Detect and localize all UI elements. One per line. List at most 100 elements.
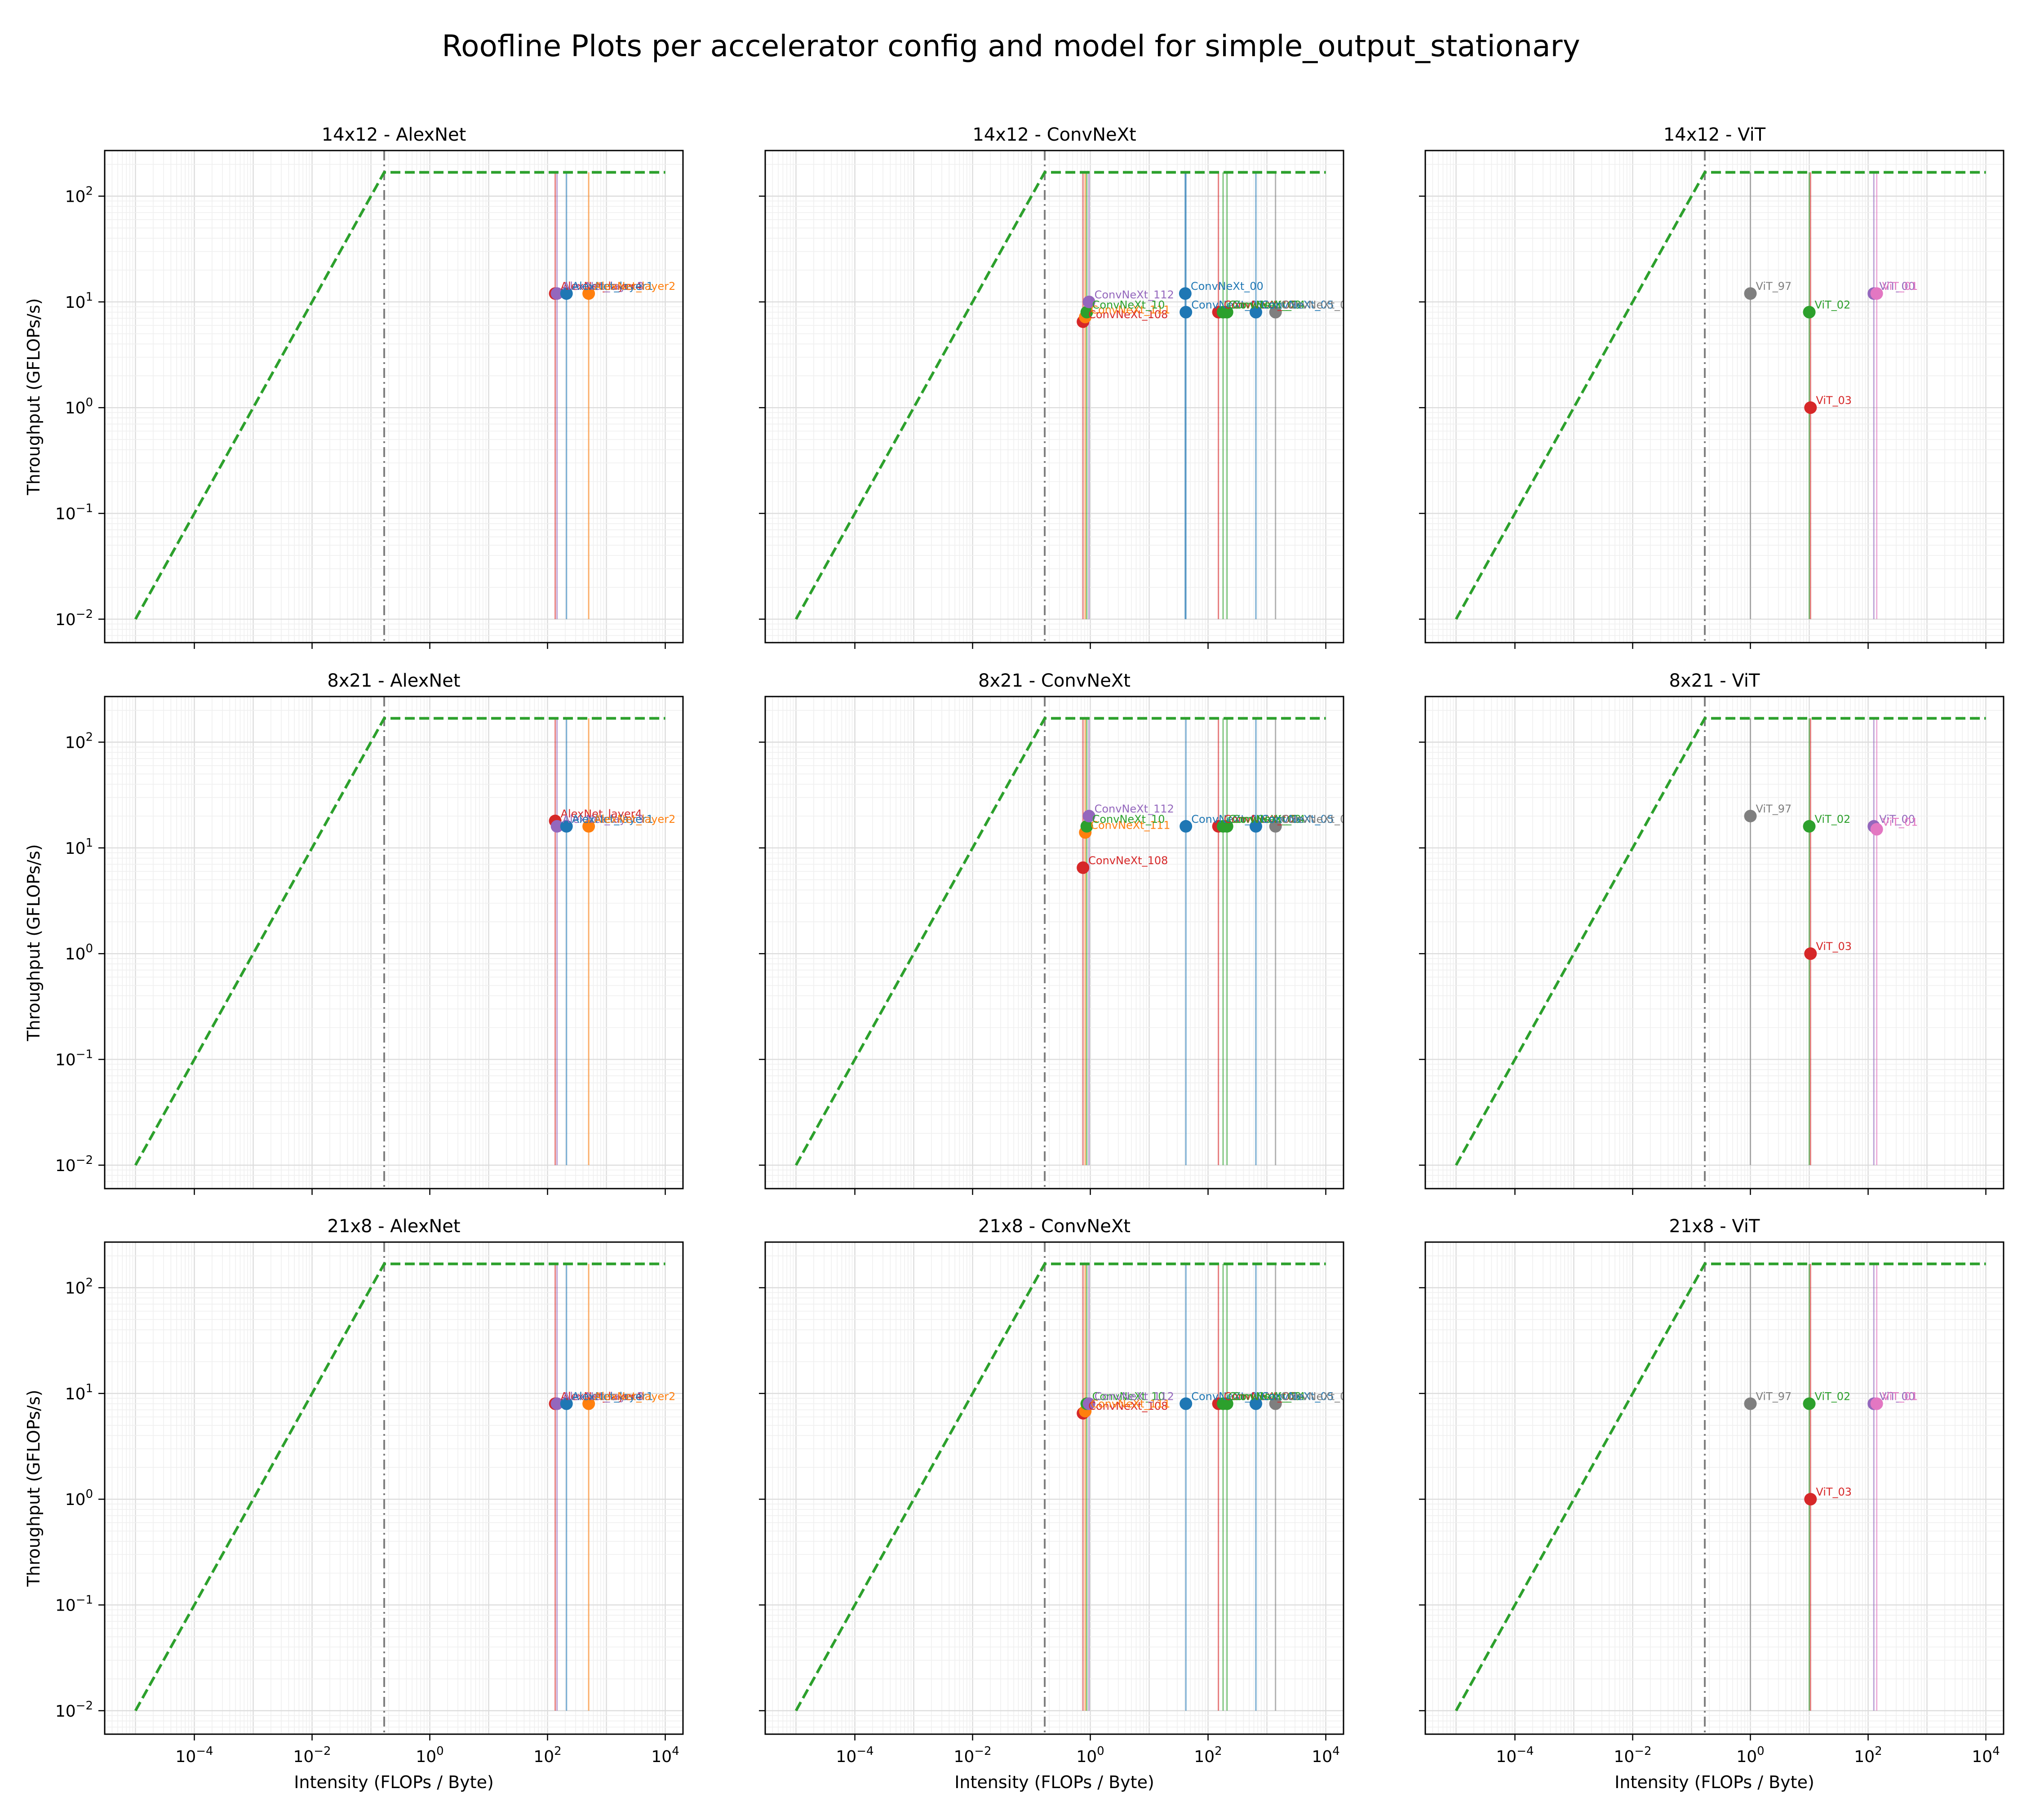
x-tick-label: 100 (1736, 1745, 1764, 1766)
axes-frame (764, 696, 1344, 1190)
data-point (1180, 306, 1193, 319)
data-point (1804, 947, 1817, 960)
plot-area: ConvNeXt_108ConvNeXt_111ConvNeXt_10ConvN… (794, 1242, 1344, 1734)
point-label: ConvNeXt_111 (1091, 303, 1170, 316)
figure-title: Roofline Plots per accelerator config an… (442, 29, 1580, 63)
subplot-title: 8x21 - ViT (1669, 670, 1760, 691)
point-label: ConvNeXt_04 (1233, 299, 1305, 311)
subplot-4: AlexNet_layer4AlexNet_layer3AlexNet_laye… (24, 670, 684, 1195)
data-point (1180, 1397, 1193, 1410)
point-label: ConvNeXt_02 (1224, 813, 1297, 826)
roofline (134, 1262, 665, 1712)
grid (105, 1242, 683, 1734)
point-label: ConvNeXt_05 (1261, 1390, 1334, 1403)
data-point (1269, 1397, 1282, 1410)
y-tick-label: 10−1 (55, 502, 93, 523)
plot-area: ConvNeXt_108ConvNeXt_111ConvNeXt_10ConvN… (794, 697, 1344, 1189)
data-point (1220, 820, 1233, 833)
subplot-title: 14x12 - ViT (1663, 124, 1766, 145)
data-point (1180, 820, 1193, 833)
point-label: ConvNeXt_108 (1088, 308, 1168, 321)
point-label: ConvNeXt_108 (1088, 854, 1168, 867)
data-point (1250, 306, 1263, 319)
plot-area: AlexNet_layer4AlexNet_layer3AlexNet_laye… (134, 697, 675, 1189)
roofline (134, 171, 665, 620)
point-label: ViT_03 (1816, 1486, 1852, 1498)
grid (1425, 151, 2004, 643)
roofline (134, 717, 665, 1166)
x-axis-label: Intensity (FLOPs / Byte) (954, 1772, 1154, 1792)
point-label: AlexNet_layer2 (594, 813, 675, 826)
point-label: ViT_00 (1879, 813, 1915, 826)
point-label: ConvNeXt_04 (1233, 1390, 1305, 1403)
roofline (1454, 171, 1986, 620)
data-point (560, 820, 573, 833)
axes-frame (764, 150, 1344, 644)
point-label: ViT_00 (1879, 280, 1915, 293)
subplot-title: 21x8 - ConvNeXt (978, 1216, 1131, 1237)
data-point (1744, 1397, 1757, 1410)
point-label: ConvNeXt_05 (1261, 299, 1334, 311)
point-label: ConvNeXt_03 (1228, 299, 1301, 311)
y-tick-label: 10−2 (55, 1154, 93, 1175)
x-tick-label: 102 (1854, 1745, 1882, 1766)
point-label: ConvNeXt_108 (1088, 1400, 1168, 1412)
y-tick-label: 101 (65, 836, 93, 858)
data-point (1080, 820, 1093, 833)
grid (105, 151, 683, 643)
data-point (1250, 820, 1263, 833)
point-label: AlexNet_layer1 (572, 813, 653, 826)
data-point (1250, 1397, 1263, 1410)
point-label: ConvNeXt_04 (1233, 813, 1305, 826)
y-axis-label: Throughput (GFLOPs/s) (24, 844, 44, 1041)
data-point (1220, 1397, 1233, 1410)
point-label: ConvNeXt_06 (1281, 299, 1354, 311)
roofline (794, 1262, 1326, 1712)
data-point (550, 287, 563, 300)
point-label: ViT_97 (1756, 280, 1792, 293)
axes-frame (1424, 696, 2004, 1190)
plot-area: AlexNet_layer4AlexNet_layer3AlexNet_laye… (134, 151, 675, 643)
data-point (1804, 1493, 1817, 1506)
data-point (1803, 820, 1816, 833)
point-label: ViT_00 (1879, 1390, 1915, 1403)
point-label: ConvNeXt_112 (1095, 1390, 1174, 1403)
axes-frame (1424, 1241, 2004, 1735)
point-label: ViT_02 (1815, 813, 1851, 826)
data-point (582, 287, 595, 300)
data-point (1082, 295, 1095, 308)
axes-frame (104, 150, 684, 644)
subplot-5: ConvNeXt_108ConvNeXt_111ConvNeXt_10ConvN… (759, 670, 1344, 1195)
x-tick-label: 100 (1076, 1745, 1104, 1766)
data-point (560, 1397, 573, 1410)
y-tick-label: 10−1 (55, 1593, 93, 1615)
point-label: ConvNeXt_111 (1091, 1398, 1170, 1410)
y-tick-label: 10−2 (55, 1699, 93, 1721)
y-tick-label: 102 (65, 731, 93, 752)
data-point (550, 1397, 563, 1410)
point-label: ConvNeXt_00 (1191, 813, 1264, 826)
data-point (1870, 1397, 1883, 1410)
roofline (794, 717, 1326, 1166)
point-label: ConvNeXt_112 (1095, 289, 1174, 301)
subplot-1: AlexNet_layer4AlexNet_layer3AlexNet_laye… (24, 124, 684, 649)
plot-area: ConvNeXt_108ConvNeXt_111ConvNeXt_10ConvN… (794, 151, 1354, 643)
x-tick-label: 10−4 (1496, 1745, 1534, 1766)
data-point (1220, 306, 1233, 319)
axes-frame (1424, 150, 2004, 644)
point-label: ConvNeXt_02 (1224, 1390, 1297, 1403)
y-tick-label: 100 (65, 942, 93, 963)
x-tick-label: 102 (533, 1745, 561, 1766)
axes-frame (104, 1241, 684, 1735)
x-tick-label: 10−2 (1614, 1745, 1651, 1766)
data-point (1082, 1397, 1095, 1410)
y-tick-label: 100 (65, 1487, 93, 1509)
y-tick-label: 101 (65, 290, 93, 312)
point-label: ConvNeXt_05 (1261, 813, 1334, 826)
grid (105, 697, 683, 1189)
plot-area: AlexNet_layer4AlexNet_layer3AlexNet_laye… (134, 1242, 675, 1734)
